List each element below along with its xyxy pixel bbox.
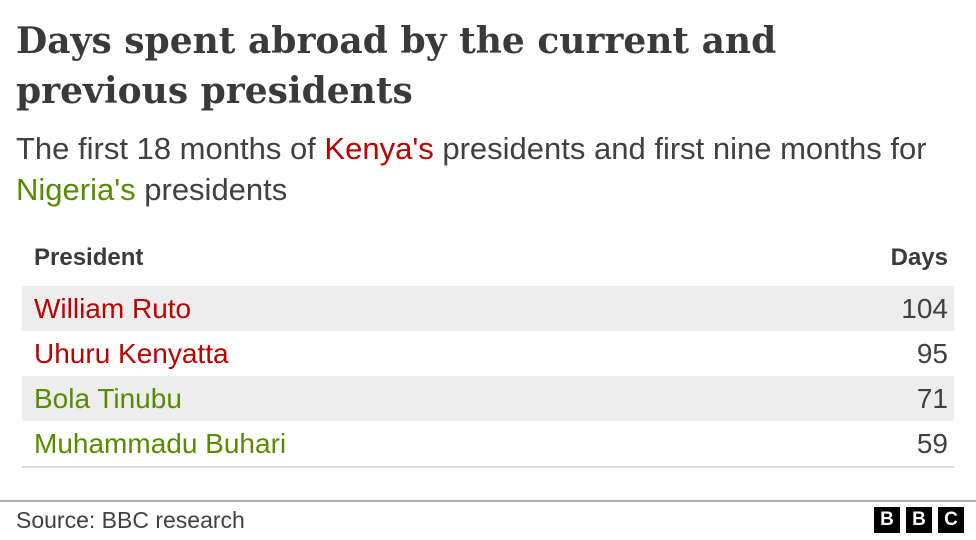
column-header-president: President bbox=[34, 244, 144, 271]
chart-subtitle: The first 18 months of Kenya's president… bbox=[16, 128, 956, 210]
days-value: 95 bbox=[916, 337, 948, 369]
column-header-days: Days bbox=[890, 244, 948, 271]
table-row: Bola Tinubu 71 bbox=[22, 376, 954, 421]
subtitle-nigeria: Nigeria's bbox=[16, 172, 136, 207]
subtitle-text: The first 18 months of bbox=[16, 131, 325, 166]
bbc-logo: B B C bbox=[874, 507, 964, 533]
chart-title: Days spent abroad by the current and pre… bbox=[16, 20, 777, 112]
days-value: 104 bbox=[754, 286, 954, 331]
table-row: Muhammadu Buhari 59 bbox=[22, 421, 954, 468]
table-row: William Ruto 104 bbox=[22, 286, 954, 331]
presidents-table: President Days William Ruto 104 Uhuru Ke… bbox=[22, 236, 954, 468]
days-value: 71 bbox=[754, 376, 954, 421]
subtitle-text: presidents bbox=[135, 172, 288, 207]
table-row: Uhuru Kenyatta 95 bbox=[22, 331, 954, 376]
days-value: 59 bbox=[754, 421, 954, 468]
logo-letter: B bbox=[874, 507, 900, 533]
president-name: Uhuru Kenyatta bbox=[34, 337, 229, 369]
president-name: Muhammadu Buhari bbox=[22, 421, 755, 468]
source-note: Source: BBC research bbox=[16, 507, 245, 533]
subtitle-kenya: Kenya's bbox=[324, 131, 434, 166]
table-header: President Days bbox=[22, 236, 954, 280]
president-name: William Ruto bbox=[22, 286, 755, 331]
footer-divider bbox=[0, 500, 976, 502]
president-name: Bola Tinubu bbox=[22, 376, 755, 421]
logo-letter: B bbox=[906, 507, 932, 533]
logo-letter: C bbox=[938, 507, 964, 533]
subtitle-text: presidents and first nine months for bbox=[433, 131, 927, 166]
